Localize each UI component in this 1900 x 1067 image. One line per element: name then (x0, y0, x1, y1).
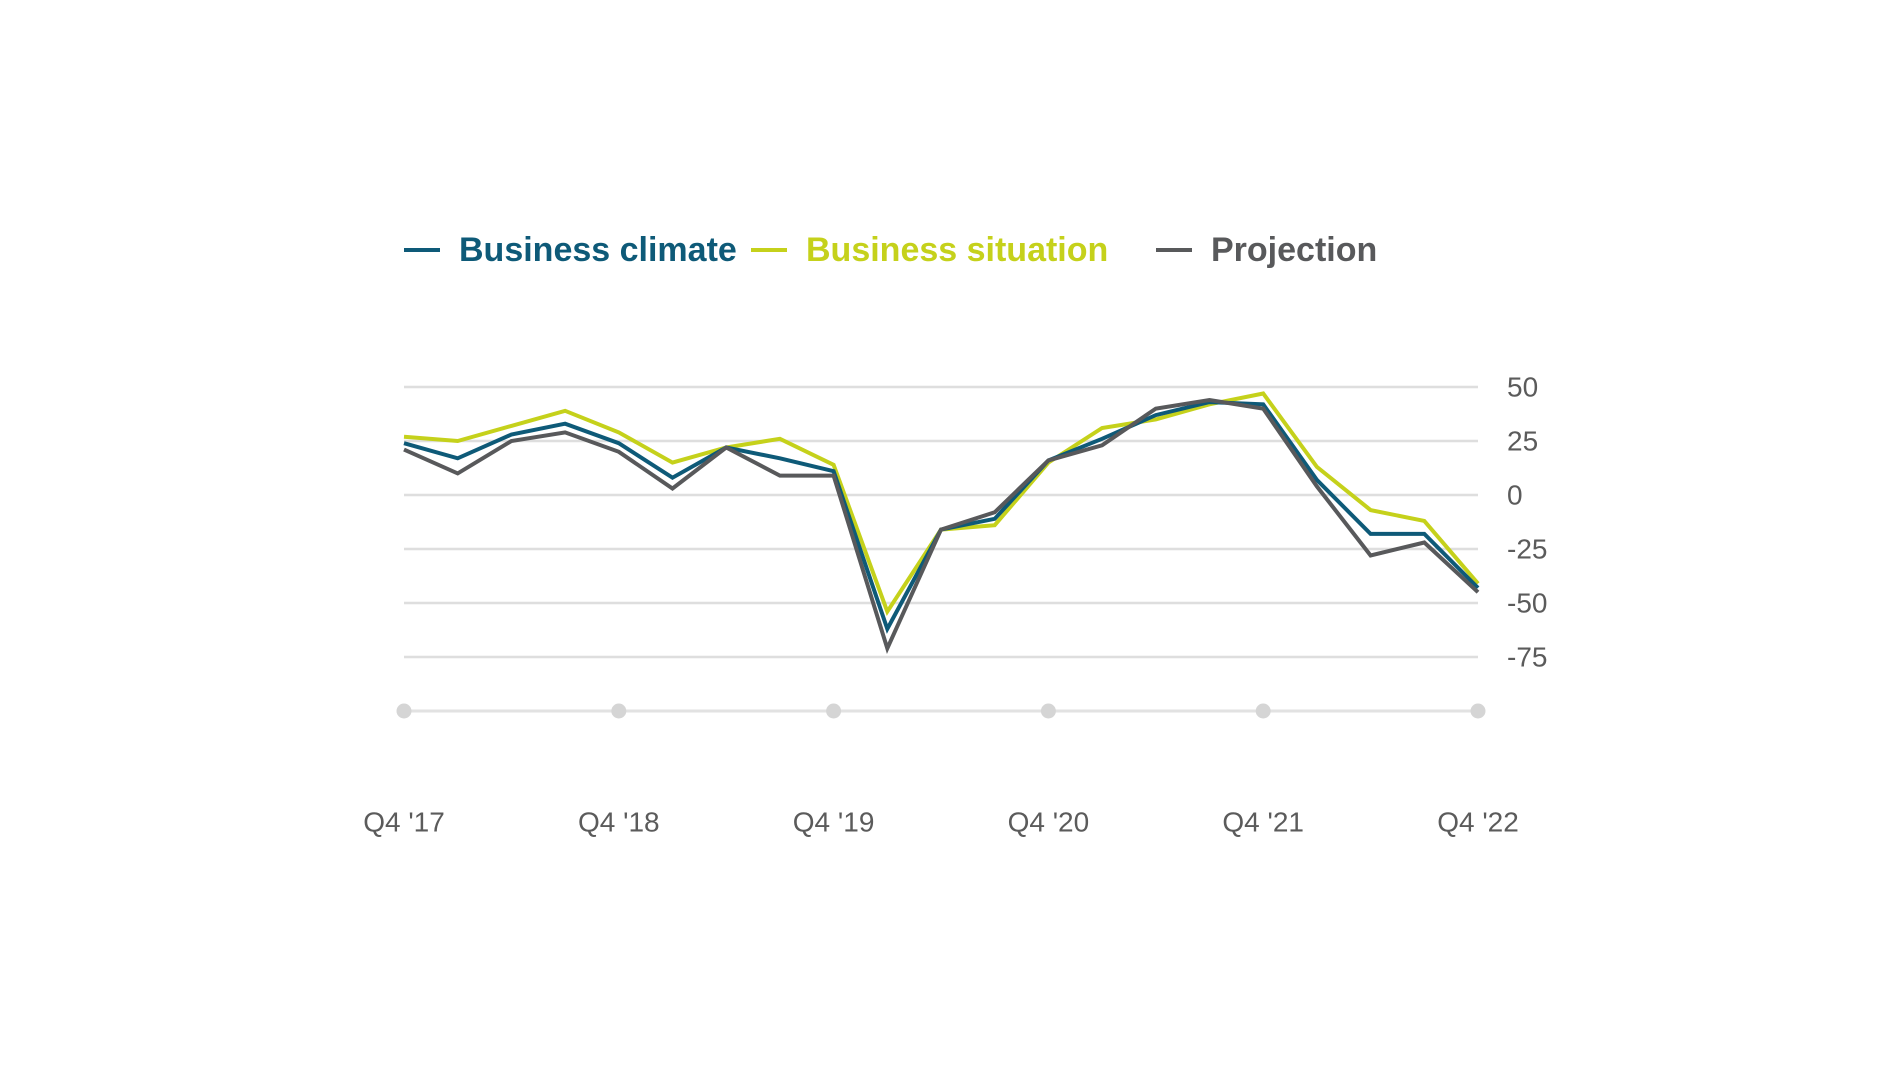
series-line-projection (403, 397, 1480, 655)
x-tick-dot (396, 703, 412, 719)
x-tick-dot (1255, 703, 1271, 719)
x-tick-dot (826, 703, 842, 719)
y-tick-label: 25 (1507, 426, 1538, 457)
legend-label: Business situation (806, 231, 1108, 269)
y-tick-label: -25 (1507, 534, 1547, 565)
y-tick-label: -75 (1507, 642, 1547, 673)
legend-label: Projection (1211, 231, 1377, 269)
x-tick-dot (1040, 703, 1056, 719)
series-line-business-situation (403, 391, 1480, 617)
x-tick-label: Q4 '17 (363, 807, 445, 838)
y-tick-label: -50 (1507, 588, 1547, 619)
y-tick-label: 50 (1507, 372, 1538, 403)
series-line-business-climate (403, 400, 1480, 634)
legend-label: Business climate (459, 231, 737, 269)
x-tick-label: Q4 '21 (1222, 807, 1304, 838)
x-tick-label: Q4 '22 (1437, 807, 1519, 838)
x-tick-dot (1470, 703, 1486, 719)
x-tick-dot (611, 703, 627, 719)
x-tick-label: Q4 '18 (578, 807, 660, 838)
x-tick-label: Q4 '20 (1008, 807, 1090, 838)
x-tick-label: Q4 '19 (793, 807, 875, 838)
y-tick-label: 0 (1507, 480, 1523, 511)
